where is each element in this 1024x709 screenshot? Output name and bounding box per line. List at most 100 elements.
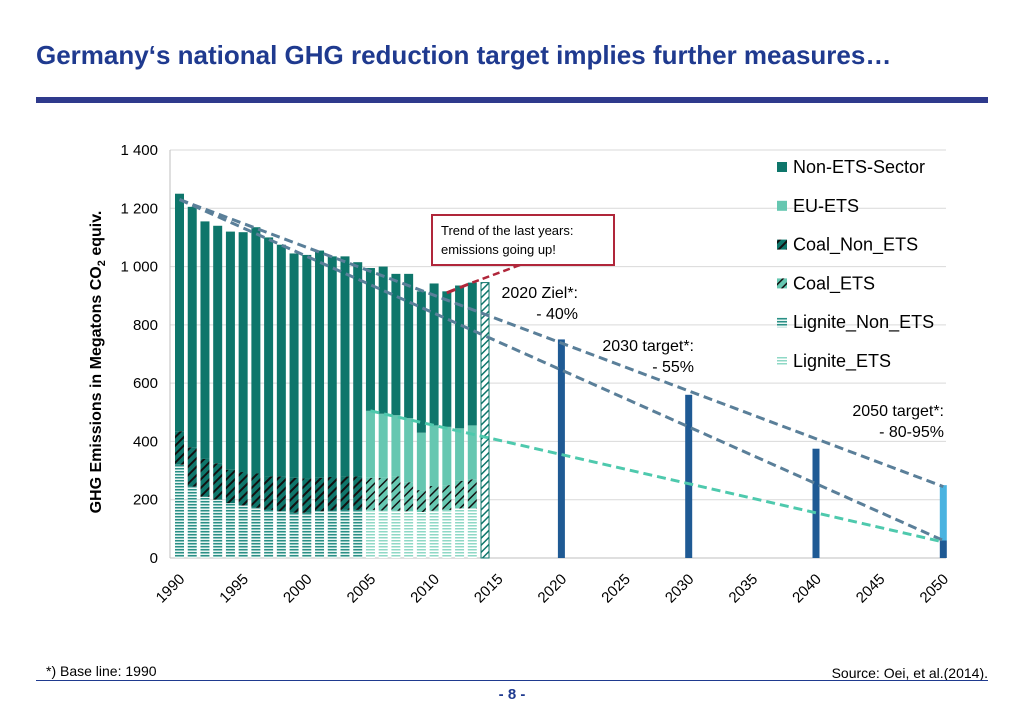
legend-label: EU-ETS bbox=[793, 196, 859, 216]
bar-lignite-non-ets bbox=[289, 512, 299, 558]
bar-coal-ets bbox=[467, 479, 477, 509]
bar-lignite-non-ets bbox=[251, 507, 261, 558]
bar-lignite-non-ets bbox=[264, 509, 274, 558]
bar-non-ets-sector bbox=[200, 221, 210, 459]
bar-non-ets-sector bbox=[467, 282, 477, 426]
x-tick-label: 2020 bbox=[535, 571, 571, 607]
target-label-2030: 2030 target*: bbox=[602, 338, 694, 355]
legend-label: Coal_Non_ETS bbox=[793, 235, 918, 256]
bar-non-ets-sector bbox=[302, 254, 312, 479]
bar-lignite-ets bbox=[429, 510, 439, 558]
y-tick-label: 200 bbox=[133, 492, 158, 509]
bar-coal-non-ets bbox=[315, 477, 325, 512]
bar-lignite-non-ets bbox=[315, 511, 325, 558]
target-sublabel-2020: - 40% bbox=[536, 306, 578, 323]
bar-lignite-non-ets bbox=[187, 486, 197, 558]
y-tick-label: 1 200 bbox=[120, 200, 158, 217]
bar-lignite-ets bbox=[404, 511, 414, 558]
legend-swatch bbox=[777, 239, 787, 250]
bar-non-ets-sector bbox=[378, 266, 388, 414]
bar-coal-non-ets bbox=[200, 458, 210, 497]
bar-non-ets-sector bbox=[365, 268, 375, 411]
legend-swatch bbox=[777, 200, 787, 211]
x-tick-label: 2005 bbox=[344, 571, 380, 607]
y-tick-label: 800 bbox=[133, 317, 158, 334]
bar-lignite-ets bbox=[416, 511, 426, 558]
bar-lignite-non-ets bbox=[353, 509, 363, 558]
trend-line-gray bbox=[178, 198, 944, 489]
bar-coal-non-ets bbox=[302, 478, 312, 513]
page-title: Germany‘s national GHG reduction target … bbox=[36, 40, 892, 70]
callout-text-line2: emissions going up! bbox=[441, 242, 556, 257]
target-bar-2030 bbox=[685, 394, 693, 558]
legend-label: Lignite_ETS bbox=[793, 351, 891, 372]
bar-lignite-non-ets bbox=[213, 499, 223, 558]
target-bar-2050-ets bbox=[939, 485, 947, 541]
callout-text-line1: Trend of the last years: bbox=[441, 223, 573, 238]
bar-eu-ets bbox=[404, 418, 414, 483]
x-tick-label: 2045 bbox=[853, 571, 889, 607]
bar-non-ets-sector bbox=[225, 231, 235, 470]
target-label-2050: 2050 target*: bbox=[852, 403, 944, 420]
legend-label: Lignite_Non_ETS bbox=[793, 312, 934, 333]
bar-non-ets-sector bbox=[276, 244, 286, 477]
bar-coal-non-ets bbox=[340, 476, 350, 510]
bar-eu-ets bbox=[455, 428, 465, 481]
callout-box bbox=[431, 214, 615, 266]
bar-eu-ets bbox=[467, 425, 477, 480]
bar-lignite-non-ets bbox=[340, 509, 350, 558]
legend-label: Non-ETS-Sector bbox=[793, 157, 925, 177]
bar-coal-non-ets bbox=[175, 431, 184, 465]
bar-non-ets-sector bbox=[353, 262, 363, 477]
x-tick-label: 2035 bbox=[726, 571, 762, 607]
bar-coal-non-ets bbox=[225, 469, 235, 504]
bar-non-ets-sector bbox=[264, 237, 274, 477]
x-tick-label: 2030 bbox=[662, 571, 698, 607]
bar-eu-ets bbox=[365, 410, 375, 478]
target-sublabel-2030: - 55% bbox=[652, 359, 694, 376]
bar-coal-non-ets bbox=[213, 463, 223, 500]
bar-lignite-non-ets bbox=[238, 505, 248, 558]
bar-lignite-ets bbox=[455, 508, 465, 558]
y-tick-label: 0 bbox=[150, 550, 158, 567]
bar-non-ets-sector bbox=[238, 232, 248, 473]
bar-lignite-non-ets bbox=[276, 511, 286, 558]
legend-swatch bbox=[777, 356, 787, 366]
bar-coal-ets bbox=[391, 476, 401, 511]
legend-swatch bbox=[777, 162, 787, 172]
bar-lignite-non-ets bbox=[302, 512, 312, 558]
y-tick-label: 400 bbox=[133, 433, 158, 450]
legend-swatch bbox=[777, 317, 787, 328]
bar-eu-ets bbox=[378, 413, 388, 478]
y-tick-label: 1 000 bbox=[120, 259, 158, 276]
bar-coal-non-ets bbox=[327, 476, 337, 511]
bar-coal-non-ets bbox=[251, 473, 261, 508]
bar-coal-ets bbox=[429, 486, 439, 511]
bar-coal-ets bbox=[455, 480, 465, 509]
bar-lignite-non-ets bbox=[200, 496, 210, 558]
bar-non-ets-sector bbox=[289, 253, 299, 478]
bar-eu-ets bbox=[442, 426, 452, 486]
bar-lignite-ets bbox=[442, 509, 452, 558]
bar-coal-non-ets bbox=[276, 476, 286, 512]
bar-non-ets-sector bbox=[175, 193, 184, 432]
target-bar-2020 bbox=[557, 339, 565, 558]
x-tick-label: 2040 bbox=[789, 571, 825, 607]
bar-lignite-ets bbox=[378, 510, 388, 558]
bar-coal-ets bbox=[404, 482, 414, 512]
y-axis-title: GHG Emissions in Megatons CO2 equiv. bbox=[88, 211, 108, 514]
x-tick-label: 2015 bbox=[471, 571, 507, 607]
bar-non-ets-sector bbox=[429, 283, 439, 426]
x-tick-label: 2050 bbox=[917, 571, 953, 607]
bar-coal-ets bbox=[378, 477, 388, 511]
bar-non-ets-sector bbox=[416, 291, 426, 433]
bar-non-ets-sector bbox=[315, 250, 325, 478]
x-tick-label: 2000 bbox=[280, 571, 316, 607]
legend-swatch bbox=[777, 278, 787, 289]
bar-lignite-ets bbox=[391, 510, 401, 558]
footer-rule bbox=[36, 680, 988, 681]
x-tick-label: 2010 bbox=[407, 571, 443, 607]
target-sublabel-2050: - 80-95% bbox=[879, 424, 944, 441]
bar-non-ets-sector bbox=[327, 256, 337, 477]
target-bar-2050-non-ets bbox=[939, 540, 947, 558]
